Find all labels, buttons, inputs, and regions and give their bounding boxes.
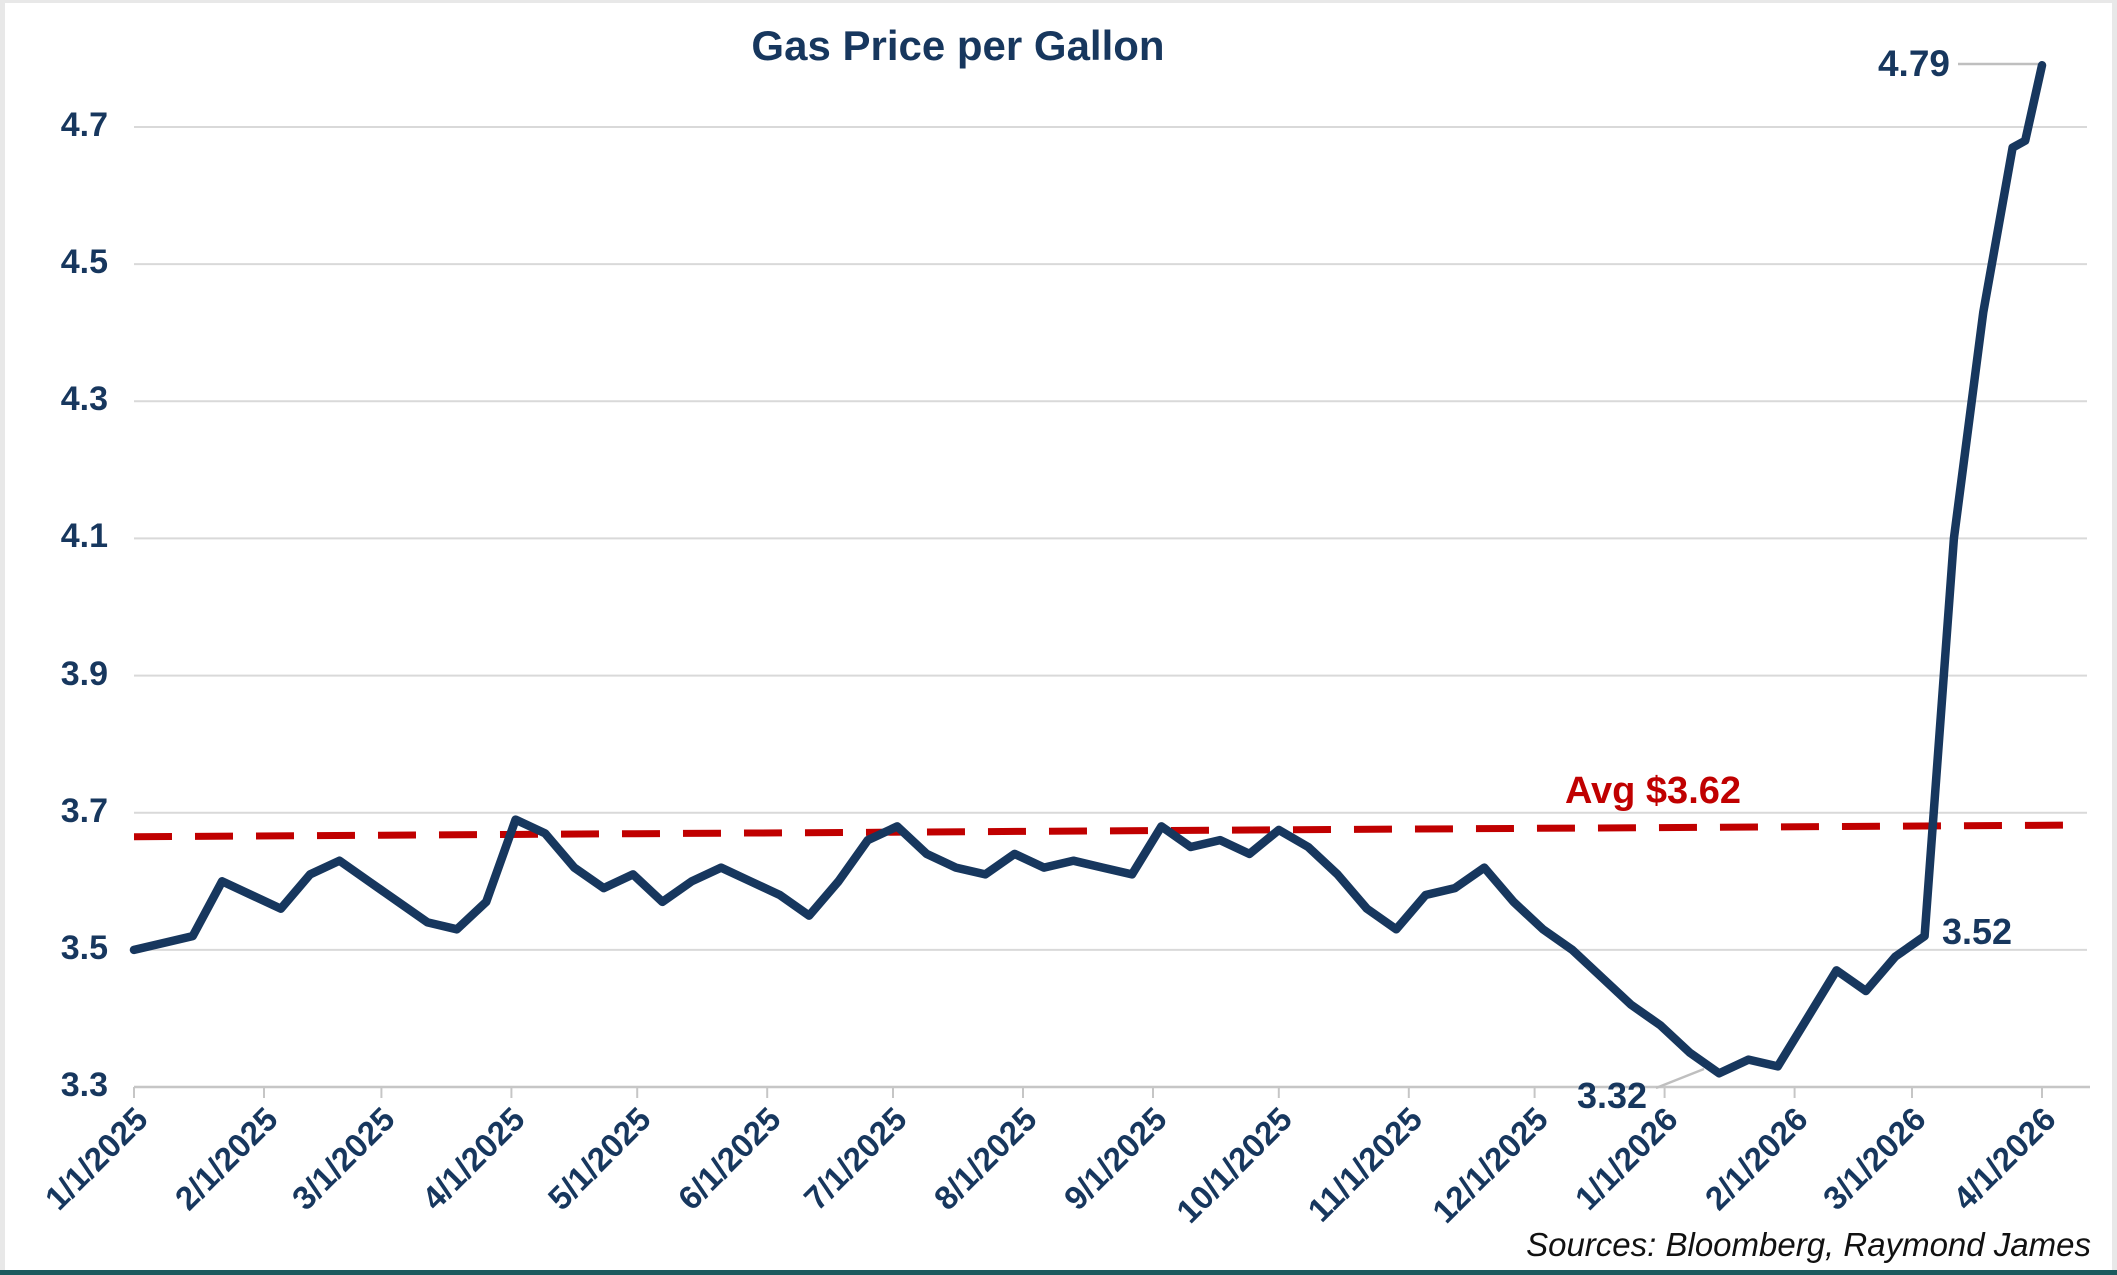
leader-line-min (1655, 1067, 1705, 1090)
y-axis-label-3.3: 3.3 (60, 1066, 108, 1104)
source-note: Sources: Bloomberg, Raymond James (1526, 1226, 2091, 1263)
y-axis-label-4.1: 4.1 (60, 517, 108, 556)
price-line-series (129, 61, 2047, 1078)
y-axis-label-3.9: 3.9 (60, 654, 108, 693)
average-line (133, 821, 2081, 841)
annotation-min-value: 3.32 (1576, 1075, 1648, 1116)
chart-title: Gas Price per Gallon (751, 22, 1165, 69)
window-edge-bottom (0, 1270, 2117, 1275)
y-axis-label-4.3: 4.3 (60, 380, 108, 419)
y-axis-label-4.5: 4.5 (60, 243, 108, 282)
window-edge-left (0, 0, 5, 1275)
annotation-pre-spike-value: 3.52 (1941, 911, 2013, 952)
window-edge-top (0, 0, 2117, 3)
y-axis-label-4.7: 4.7 (60, 106, 108, 144)
annotation-peak-value: 4.79 (1877, 43, 1950, 84)
y-axis-label-3.7: 3.7 (60, 791, 108, 830)
average-line-label: Avg $3.62 (1564, 770, 1742, 812)
y-axis-label-3.5: 3.5 (60, 928, 108, 967)
window-edge-right (2112, 0, 2117, 1275)
